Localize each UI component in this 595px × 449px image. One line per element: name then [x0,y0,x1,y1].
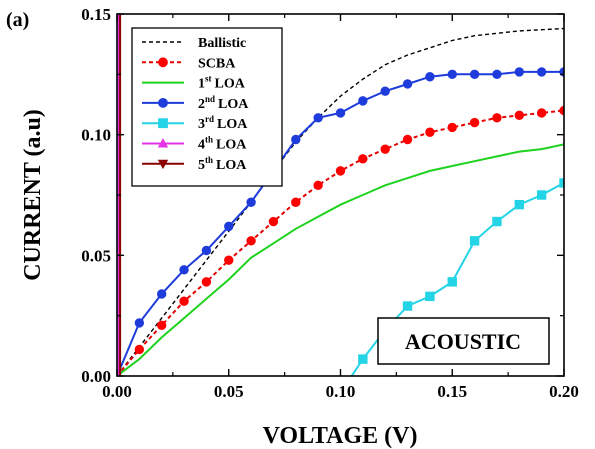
data-point-1-9 [313,180,323,191]
ticks-layer: 0.00 0.05 0.10 0.15 0.20 0.00 0.05 0.10 0.15 [81,5,579,401]
data-point-3-12 [380,86,390,96]
data-point-3-9 [313,113,323,123]
y-tick-label: 0.10 [81,126,111,145]
data-point-1-17 [492,113,502,123]
data-point-1-3 [179,296,189,306]
data-point-3-6 [246,197,256,207]
data-point-1-19 [536,108,547,118]
data-point-1-12 [380,144,390,154]
data-point-3-11 [358,96,368,106]
legend-swatch-marker [158,118,168,129]
data-point-1-5 [224,255,234,265]
x-tick-label: 0.10 [326,382,356,401]
x-tick-label: 0.05 [214,382,244,401]
data-point-4-6 [469,236,480,246]
data-point-1-1 [134,344,145,355]
data-point-3-15 [447,69,457,80]
legend-entry-0: Ballistic [142,36,246,51]
data-point-1-20 [559,105,564,116]
series-2 [117,143,564,376]
legend-entry-5: 4th LOA [142,135,247,153]
data-point-1-4 [201,277,212,287]
annotation-text: ACOUSTIC [405,329,521,354]
x-tick-label: 0.15 [437,382,467,401]
data-point-3-3 [179,265,189,275]
data-point-4-7 [492,216,502,227]
data-point-3-5 [224,221,234,232]
legend-label: Ballistic [198,36,246,51]
data-point-4-4 [425,291,435,302]
data-point-1-11 [358,154,368,164]
data-point-3-8 [291,134,301,145]
legend-swatch-marker [157,138,169,148]
annotation-frame [377,317,550,365]
data-point-3-1 [134,318,145,328]
data-point-1-15 [447,122,457,133]
legend-label: 4th LOA [198,135,247,153]
legend-swatch-marker [157,159,169,170]
series-line-2 [117,143,564,376]
legend-swatch-marker [158,57,168,68]
panel-label: (a) [6,9,29,31]
data-point-1-8 [291,197,301,207]
legend-entry-3: 2nd LOA [142,94,249,112]
annotation-box: ACOUSTIC [377,317,550,365]
data-point-1-10 [335,166,346,176]
legend-label: SCBA [198,56,236,71]
data-point-4-9 [536,190,547,200]
data-point-4-5 [447,277,457,287]
legend-frame [131,27,283,187]
data-point-3-13 [402,79,413,89]
data-point-4-8 [514,199,525,210]
x-tick-label: 0.20 [549,382,579,401]
data-point-1-2 [156,320,167,331]
data-point-1-13 [402,134,413,145]
data-point-3-18 [514,67,525,77]
data-point-3-17 [492,69,502,80]
x-tick-label: 0.00 [102,382,132,401]
data-point-3-2 [156,289,167,299]
data-point-3-14 [425,72,435,82]
x-axis-title: VOLTAGE (V) [263,423,418,449]
data-point-1-18 [514,110,525,121]
data-point-1-7 [268,216,279,227]
legend-swatch-marker [158,98,168,108]
data-point-4-10 [559,178,564,188]
data-point-1-6 [246,236,256,246]
y-tick-label: 0.00 [81,367,111,386]
y-tick-label: 0.15 [81,5,111,24]
data-point-1-14 [425,127,435,137]
series-1 [117,105,564,376]
y-axis-title: CURRENT (a.u) [20,109,46,281]
y-tick-label: 0.05 [81,246,111,265]
data-point-4-1 [358,354,368,364]
legend-label: 2nd LOA [198,94,249,112]
data-point-3-4 [201,245,212,256]
legend-entry-1: SCBA [142,56,236,71]
series-line-0 [117,27,564,376]
data-point-3-10 [335,108,346,118]
series-0 [117,27,564,376]
data-point-4-3 [402,301,413,311]
data-point-1-16 [469,117,480,128]
data-point-3-19 [536,67,547,77]
data-point-3-16 [469,69,480,80]
